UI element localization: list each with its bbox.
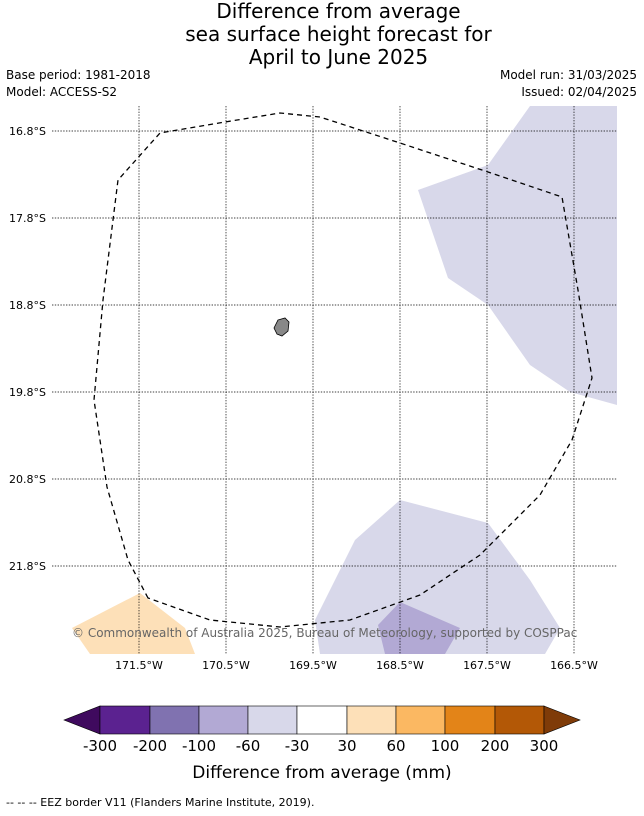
colorbar: [63, 705, 581, 735]
colorbar-tick: 300: [530, 737, 559, 755]
colorbar-tick: -30: [285, 737, 310, 755]
colorbar-tick: 100: [431, 737, 460, 755]
lat-label: 16.8°S: [9, 125, 46, 138]
lon-label: 168.5°W: [376, 659, 424, 672]
anomaly-region-south-darker: [378, 602, 460, 654]
colorbar-tick: 30: [337, 737, 356, 755]
title-line-3: April to June 2025: [248, 45, 429, 69]
title-line-2: sea surface height forecast for: [185, 22, 492, 46]
lat-label: 20.8°S: [9, 473, 46, 486]
colorbar-tick: -60: [236, 737, 261, 755]
map-title: Difference from average sea surface heig…: [0, 0, 644, 69]
model-run: Model run: 31/03/2025: [499, 68, 637, 82]
colorbar-segment: [494, 705, 545, 735]
colorbar-label: Difference from average (mm): [192, 763, 451, 783]
colorbar-segment: [346, 705, 397, 735]
anomaly-region-southwest: [72, 593, 195, 654]
lon-label: 171.5°W: [115, 659, 163, 672]
colorbar-segment: [444, 705, 496, 735]
eez-footnote: -- -- -- EEZ border V11 (Flanders Marine…: [6, 796, 315, 809]
issued-date: Issued: 02/04/2025: [521, 85, 637, 99]
base-period: Base period: 1981-2018: [6, 68, 151, 82]
meta-left: Base period: 1981-2018 Model: ACCESS-S2: [6, 67, 151, 101]
eez-border: [93, 112, 593, 628]
colorbar-segment: [296, 705, 348, 735]
lat-label: 19.8°S: [9, 386, 46, 399]
lat-label: 21.8°S: [9, 560, 46, 573]
colorbar-tick: -300: [83, 737, 117, 755]
colorbar-segment: [198, 705, 249, 735]
model-name: Model: ACCESS-S2: [6, 85, 118, 99]
graticule: [52, 106, 617, 654]
map-figure: © Commonwealth of Australia 2025, Bureau…: [9, 106, 617, 783]
lon-label: 167.5°W: [463, 659, 511, 672]
map-panel: © Commonwealth of Australia 2025, Bureau…: [52, 106, 617, 654]
anomaly-region-northeast: [418, 106, 617, 405]
colorbar-extend-high: [543, 705, 581, 735]
title-line-1: Difference from average: [216, 0, 461, 23]
lon-label: 169.5°W: [289, 659, 337, 672]
colorbar-segment: [149, 705, 200, 735]
colorbar-tick: -100: [182, 737, 216, 755]
anomaly-region-southeast: [315, 500, 560, 654]
copyright-notice: © Commonwealth of Australia 2025, Bureau…: [72, 626, 577, 640]
colorbar-segment: [395, 705, 446, 735]
lat-label: 18.8°S: [9, 299, 46, 312]
island-niue: [273, 317, 290, 337]
colorbar-tick: -200: [133, 737, 167, 755]
lon-label: 170.5°W: [202, 659, 250, 672]
colorbar-tick: 60: [386, 737, 405, 755]
lat-label: 17.8°S: [9, 212, 46, 225]
colorbar-segment: [99, 705, 151, 735]
meta-right: Model run: 31/03/2025 Issued: 02/04/2025: [500, 67, 637, 101]
colorbar-extend-low: [63, 705, 101, 735]
lon-label: 166.5°W: [550, 659, 598, 672]
colorbar-tick: 200: [481, 737, 510, 755]
colorbar-segment: [247, 705, 298, 735]
